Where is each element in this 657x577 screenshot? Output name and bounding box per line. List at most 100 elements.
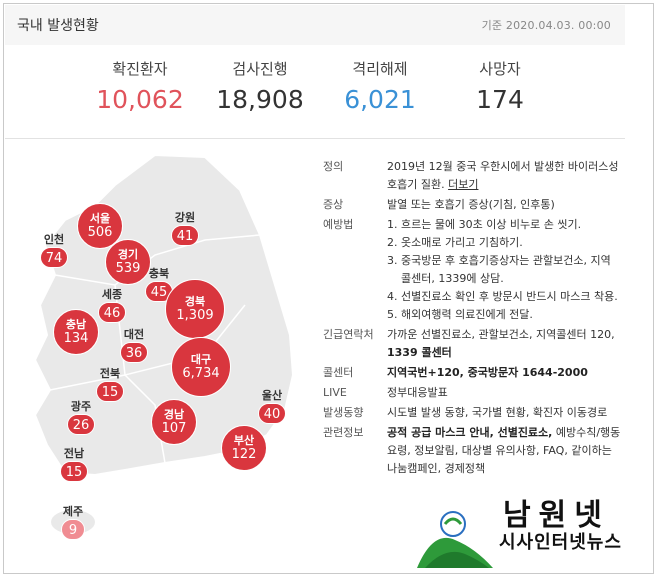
region-gyeongbuk[interactable]: 경북 1,309	[165, 279, 225, 339]
brand-name: 남원넷	[503, 498, 610, 533]
info-key: 정의	[323, 160, 344, 173]
info-definition: 정의 2019년 12월 중국 우한시에서 발생한 바이러스성 호흡기 질환. …	[323, 158, 623, 194]
definition-text: 2019년 12월 중국 우한시에서 발생한 바이러스성 호흡기 질환.	[387, 160, 619, 191]
region-count: 134	[63, 331, 89, 346]
region-name: 전남	[63, 447, 85, 460]
region-busan[interactable]: 부산 122	[221, 425, 267, 471]
region-count: 36	[119, 342, 149, 363]
region-name: 전북	[99, 367, 121, 380]
info-key: 관련정보	[323, 426, 364, 439]
region-gangwon[interactable]: 강원 41	[163, 211, 207, 246]
stat-label: 검사진행	[232, 60, 288, 78]
info-value: 2019년 12월 중국 우한시에서 발생한 바이러스성 호흡기 질환. 더보기	[387, 158, 623, 194]
info-value: 가까운 선별진료소, 관할보건소, 지역콜센터 120, 1339 콜센터	[387, 326, 623, 362]
prevention-item: 3. 중국방문 후 호흡기증상자는 관할보건소, 지역 콜센터, 1339에 상…	[387, 254, 611, 285]
stat-value: 174	[476, 85, 524, 114]
info-key: LIVE	[323, 386, 347, 399]
stat-label: 사망자	[479, 60, 521, 78]
region-incheon[interactable]: 인천 74	[32, 233, 76, 268]
contact-hotline[interactable]: 1339 콜센터	[387, 346, 452, 359]
korea-map-shape	[33, 153, 295, 534]
more-link[interactable]: 더보기	[448, 178, 479, 191]
prevention-item: 1. 흐르는 물에 30초 이상 비누로 손 씻기.	[387, 218, 582, 231]
region-count: 9	[61, 519, 85, 540]
stat-value: 10,062	[96, 85, 184, 114]
region-name: 인천	[43, 233, 65, 246]
info-key: 발생동향	[323, 406, 364, 419]
stat-label: 격리해제	[352, 60, 408, 78]
basis-timestamp: 기준 2020.04.03. 00:00	[481, 19, 611, 32]
region-count: 40	[257, 403, 287, 424]
trend-links[interactable]: 시도별 발생 동향, 국가별 현황, 확진자 이동경로	[387, 406, 608, 419]
region-name: 충남	[65, 318, 87, 331]
info-value: 발열 또는 호흡기 증상(기침, 인후통)	[387, 198, 555, 211]
region-count: 6,734	[182, 366, 220, 381]
info-key: 콜센터	[323, 366, 354, 379]
region-daegu[interactable]: 대구 6,734	[171, 337, 231, 397]
region-count: 539	[115, 261, 141, 276]
region-name: 부산	[233, 434, 255, 447]
brand-subtitle: 시사인터넷뉴스	[499, 532, 622, 553]
callcenter-text: 지역국번+120, 중국방문자 1644-2000	[387, 366, 588, 379]
related-highlight-links[interactable]: 공적 공급 마스크 안내, 선별진료소,	[387, 426, 553, 439]
info-key: 긴급연락처	[323, 328, 374, 341]
stat-deaths: 사망자 174	[435, 58, 565, 114]
region-gyeongnam[interactable]: 경남 107	[151, 399, 197, 445]
prevention-item: 2. 옷소매로 가리고 기침하기.	[387, 236, 523, 249]
region-count: 506	[87, 225, 113, 240]
region-name: 울산	[261, 389, 283, 402]
region-chungbuk[interactable]: 충북 45	[137, 267, 181, 302]
status-header: 국내 발생현황 기준 2020.04.03. 00:00	[5, 5, 625, 45]
prevention-item: 4. 선별진료소 확인 후 방문시 반드시 마스크 착용.	[387, 290, 618, 303]
region-jeju[interactable]: 제주 9	[51, 505, 95, 540]
info-prevention: 예방법 1. 흐르는 물에 30초 이상 비누로 손 씻기. 2. 옷소매로 가…	[323, 216, 623, 324]
stat-released: 격리해제 6,021	[315, 58, 445, 114]
region-sejong[interactable]: 세종 46	[90, 288, 134, 323]
divider	[5, 138, 625, 139]
related-links[interactable]: 예방수칙/행동요령, 정보알림, 대상별 유의사항, FAQ, 같이하는 나눔캠…	[387, 426, 621, 475]
live-link[interactable]: 정부대응발표	[387, 386, 448, 399]
region-count: 26	[66, 414, 96, 435]
hill-logo-icon	[417, 511, 493, 568]
info-contact: 긴급연락처 가까운 선별진료소, 관할보건소, 지역콜센터 120, 1339 …	[323, 326, 623, 362]
info-related: 관련정보 공적 공급 마스크 안내, 선별진료소, 예방수칙/행동요령, 정보알…	[323, 424, 623, 478]
region-name: 경북	[184, 295, 206, 308]
stat-label: 확진환자	[112, 60, 168, 78]
info-value: 공적 공급 마스크 안내, 선별진료소, 예방수칙/행동요령, 정보알림, 대상…	[387, 424, 623, 478]
region-ulsan[interactable]: 울산 40	[250, 389, 294, 424]
region-jeonbuk[interactable]: 전북 15	[88, 367, 132, 402]
region-count: 45	[144, 281, 174, 302]
region-count: 15	[95, 381, 125, 402]
region-name: 경기	[117, 248, 139, 261]
info-panel: 정의 2019년 12월 중국 우한시에서 발생한 바이러스성 호흡기 질환. …	[323, 158, 623, 480]
info-symptom: 증상 발열 또는 호흡기 증상(기침, 인후통)	[323, 196, 623, 214]
region-count: 41	[170, 225, 200, 246]
region-count: 122	[231, 447, 257, 462]
contact-text: 가까운 선별진료소, 관할보건소, 지역콜센터 120,	[387, 328, 615, 341]
region-name: 서울	[89, 212, 111, 225]
region-name: 강원	[174, 211, 196, 224]
region-daejeon[interactable]: 대전 36	[112, 328, 156, 363]
korea-map: 인천 74 서울 506 강원 41 경기 539 충북 45 세종 46 경북…	[5, 145, 315, 565]
info-key: 예방법	[323, 218, 354, 231]
region-count: 107	[161, 421, 187, 436]
region-name: 충북	[148, 267, 170, 280]
region-chungnam[interactable]: 충남 134	[53, 309, 99, 355]
region-jeonnam[interactable]: 전남 15	[52, 447, 96, 482]
info-value: 1. 흐르는 물에 30초 이상 비누로 손 씻기. 2. 옷소매로 가리고 기…	[387, 216, 623, 324]
info-live: LIVE 정부대응발표	[323, 384, 623, 402]
region-name: 세종	[101, 288, 123, 301]
region-name: 제주	[62, 505, 84, 518]
watermark-logo: 남원넷 시사인터넷뉴스	[415, 490, 640, 568]
stat-value: 6,021	[344, 85, 416, 114]
region-name: 대전	[123, 328, 145, 341]
region-name: 경남	[163, 408, 185, 421]
region-gwangju[interactable]: 광주 26	[59, 400, 103, 435]
stat-value: 18,908	[216, 85, 304, 114]
section-title: 국내 발생현황	[17, 18, 99, 34]
info-callcenter: 콜센터 지역국번+120, 중국방문자 1644-2000	[323, 364, 623, 382]
info-key: 증상	[323, 198, 344, 211]
region-gyeonggi[interactable]: 경기 539	[105, 239, 151, 285]
region-name: 광주	[70, 400, 92, 413]
stats-summary: 확진환자 10,062 검사진행 18,908 격리해제 6,021 사망자 1…	[5, 58, 625, 122]
